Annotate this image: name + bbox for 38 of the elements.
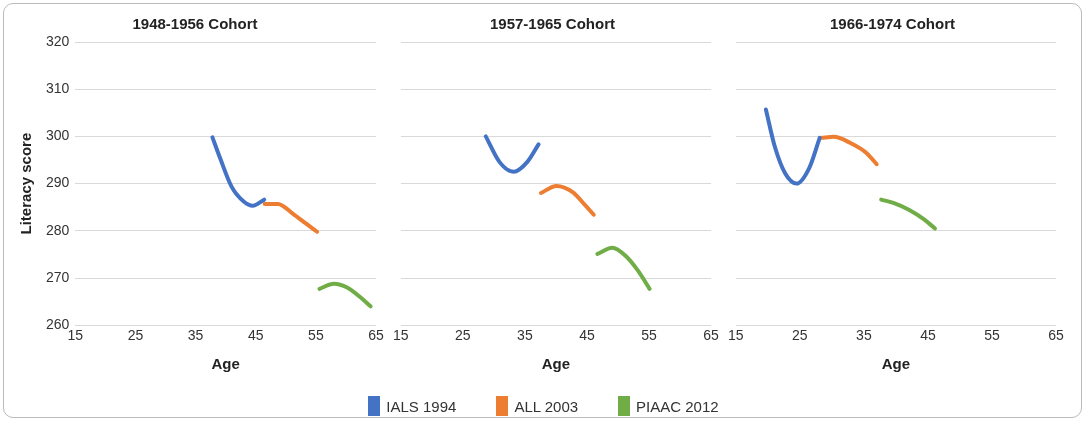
x-tick-label: 55 bbox=[984, 327, 1000, 344]
line-series bbox=[317, 281, 373, 309]
x-tick-label: 65 bbox=[703, 327, 719, 344]
x-tick-label: 65 bbox=[368, 327, 384, 344]
x-axis-title: Age bbox=[211, 355, 240, 373]
y-tick-label: 310 bbox=[46, 80, 70, 97]
legend-label: PIAAC 2012 bbox=[636, 397, 719, 415]
x-tick-label: 25 bbox=[127, 327, 144, 344]
y-tick-label: 260 bbox=[46, 316, 70, 333]
x-tick-label: 15 bbox=[67, 327, 84, 344]
chart-title: 1948-1956 Cohort bbox=[132, 15, 258, 33]
y-axis-title: Literacy score bbox=[17, 132, 35, 235]
x-tick-label: 55 bbox=[308, 327, 324, 344]
x-tick-label: 65 bbox=[1048, 327, 1064, 344]
y-tick-label: 280 bbox=[46, 221, 70, 238]
x-tick-label: 35 bbox=[517, 327, 533, 344]
y-tick-label: 320 bbox=[46, 32, 70, 49]
x-axis-title: Age bbox=[881, 355, 911, 373]
x-tick-label: 55 bbox=[641, 327, 657, 344]
line-series bbox=[262, 201, 320, 234]
x-tick-label: 35 bbox=[856, 327, 872, 344]
x-tick-label: 45 bbox=[920, 327, 936, 344]
y-tick-label: 290 bbox=[46, 174, 70, 191]
y-tick-label: 270 bbox=[46, 268, 70, 285]
x-tick-label: 15 bbox=[393, 327, 409, 344]
x-axis-title: Age bbox=[541, 355, 571, 373]
x-tick-label: 35 bbox=[187, 327, 204, 344]
x-tick-label: 45 bbox=[247, 327, 264, 344]
chart-title: 1957-1965 Cohort bbox=[489, 15, 616, 33]
line-series bbox=[210, 135, 267, 208]
y-tick-label: 300 bbox=[46, 127, 70, 144]
legend-label: ALL 2003 bbox=[514, 397, 579, 415]
x-tick-label: 25 bbox=[455, 327, 471, 344]
x-tick-label: 15 bbox=[728, 327, 744, 344]
legend-label: IALS 1994 bbox=[386, 397, 457, 415]
x-tick-label: 25 bbox=[792, 327, 808, 344]
chart-title: 1966-1974 Cohort bbox=[829, 15, 956, 33]
x-tick-label: 45 bbox=[579, 327, 595, 344]
